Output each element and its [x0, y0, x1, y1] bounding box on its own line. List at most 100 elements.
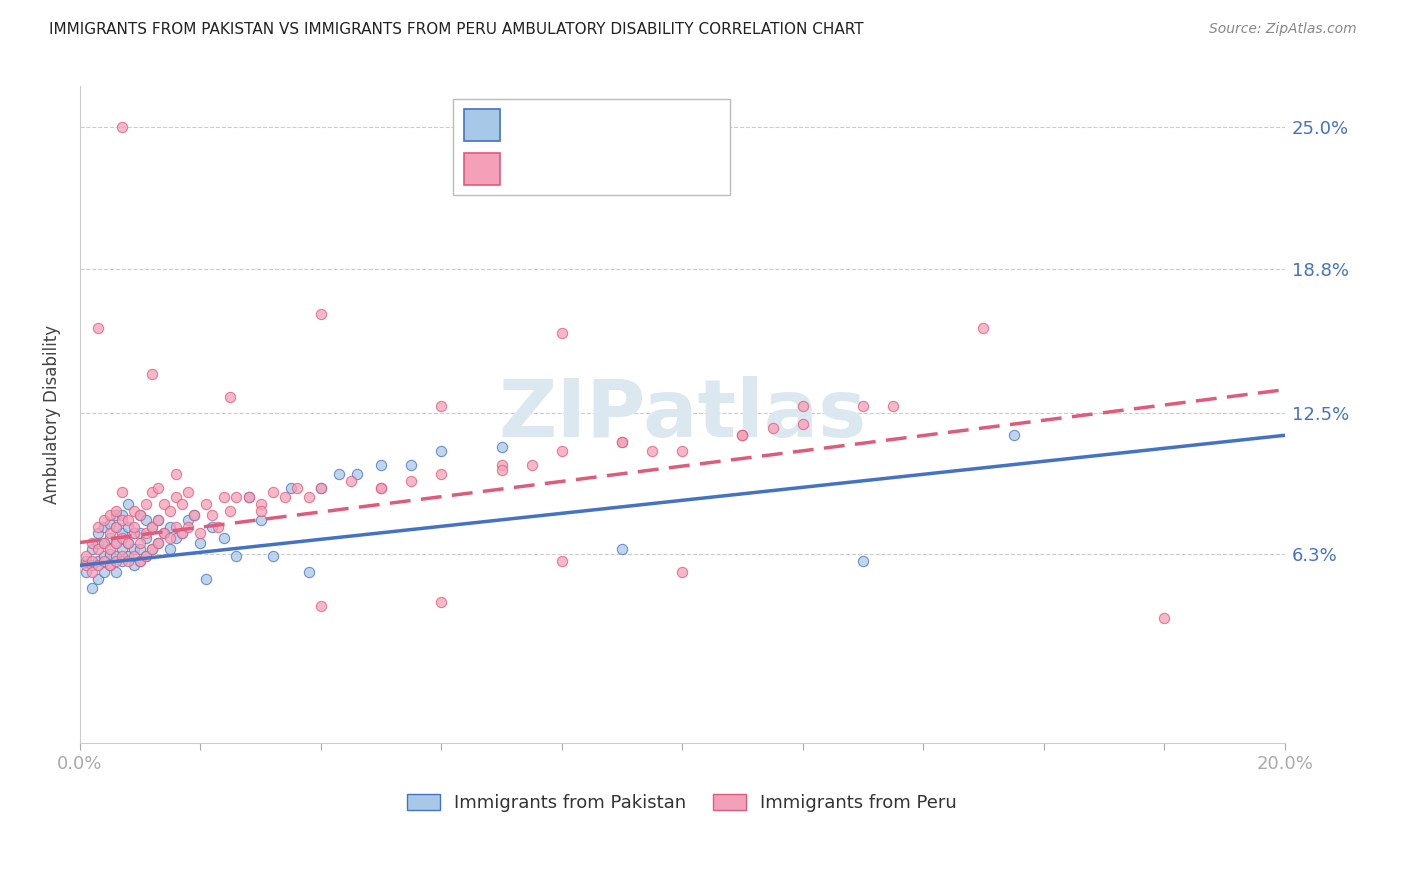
Point — [262, 549, 284, 564]
Point — [87, 542, 110, 557]
Point — [129, 535, 152, 549]
Point — [80, 558, 103, 573]
Point — [165, 490, 187, 504]
Point — [148, 481, 170, 495]
Point — [399, 458, 422, 472]
Point — [93, 549, 115, 564]
Point — [80, 542, 103, 557]
Point — [93, 535, 115, 549]
Point — [370, 481, 392, 495]
Point — [135, 513, 157, 527]
Point — [87, 558, 110, 573]
Point — [430, 595, 453, 609]
Point — [135, 549, 157, 564]
Point — [225, 549, 247, 564]
Point — [87, 572, 110, 586]
Point — [122, 549, 145, 564]
Point — [792, 417, 814, 431]
Point — [111, 508, 134, 523]
Point — [852, 399, 875, 413]
Point — [105, 519, 128, 533]
Point — [111, 542, 134, 557]
Point — [148, 513, 170, 527]
Point — [491, 462, 513, 476]
Point — [105, 535, 128, 549]
Point — [148, 535, 170, 549]
Point — [80, 565, 103, 579]
Point — [105, 508, 128, 523]
Point — [111, 549, 134, 564]
Point — [731, 428, 754, 442]
Point — [225, 490, 247, 504]
Point — [491, 458, 513, 472]
Point — [153, 497, 176, 511]
Point — [298, 490, 321, 504]
Point — [122, 519, 145, 533]
Point — [165, 467, 187, 481]
Point — [122, 542, 145, 557]
Point — [122, 526, 145, 541]
Point — [135, 497, 157, 511]
Point — [671, 444, 693, 458]
Point — [129, 554, 152, 568]
Point — [153, 526, 176, 541]
Point — [148, 535, 170, 549]
Point — [214, 490, 236, 504]
Point — [195, 572, 218, 586]
Point — [111, 554, 134, 568]
Point — [98, 542, 121, 557]
Point — [111, 531, 134, 545]
Point — [273, 490, 295, 504]
Point — [731, 428, 754, 442]
Point — [346, 467, 368, 481]
Point — [75, 549, 97, 564]
Point — [207, 519, 229, 533]
Point — [117, 535, 139, 549]
Point — [117, 497, 139, 511]
Point — [309, 599, 332, 614]
Point — [93, 535, 115, 549]
Point — [309, 481, 332, 495]
Point — [328, 467, 350, 481]
Point — [159, 542, 181, 557]
Point — [87, 519, 110, 533]
Point — [75, 565, 97, 579]
Point — [159, 503, 181, 517]
Point — [551, 326, 574, 340]
Point — [159, 519, 181, 533]
Point — [172, 526, 194, 541]
Point — [98, 558, 121, 573]
Point — [141, 542, 163, 557]
Point — [122, 558, 145, 573]
Point — [75, 558, 97, 573]
Point — [141, 542, 163, 557]
Point — [93, 554, 115, 568]
Point — [177, 485, 200, 500]
Point — [610, 435, 633, 450]
Point — [214, 531, 236, 545]
Point — [111, 513, 134, 527]
Point — [610, 542, 633, 557]
Point — [370, 481, 392, 495]
Point — [792, 399, 814, 413]
Point — [340, 474, 363, 488]
Point — [262, 485, 284, 500]
Point — [105, 554, 128, 568]
Point — [285, 481, 308, 495]
Point — [249, 513, 271, 527]
Point — [122, 503, 145, 517]
Y-axis label: Ambulatory Disability: Ambulatory Disability — [44, 326, 60, 504]
Point — [117, 554, 139, 568]
Point — [129, 554, 152, 568]
Point — [762, 421, 785, 435]
Point — [117, 519, 139, 533]
Point — [122, 526, 145, 541]
Point — [430, 444, 453, 458]
Point — [183, 508, 205, 523]
Point — [309, 481, 332, 495]
Point — [135, 549, 157, 564]
Text: Source: ZipAtlas.com: Source: ZipAtlas.com — [1209, 22, 1357, 37]
Point — [111, 485, 134, 500]
Point — [93, 519, 115, 533]
Point — [80, 581, 103, 595]
